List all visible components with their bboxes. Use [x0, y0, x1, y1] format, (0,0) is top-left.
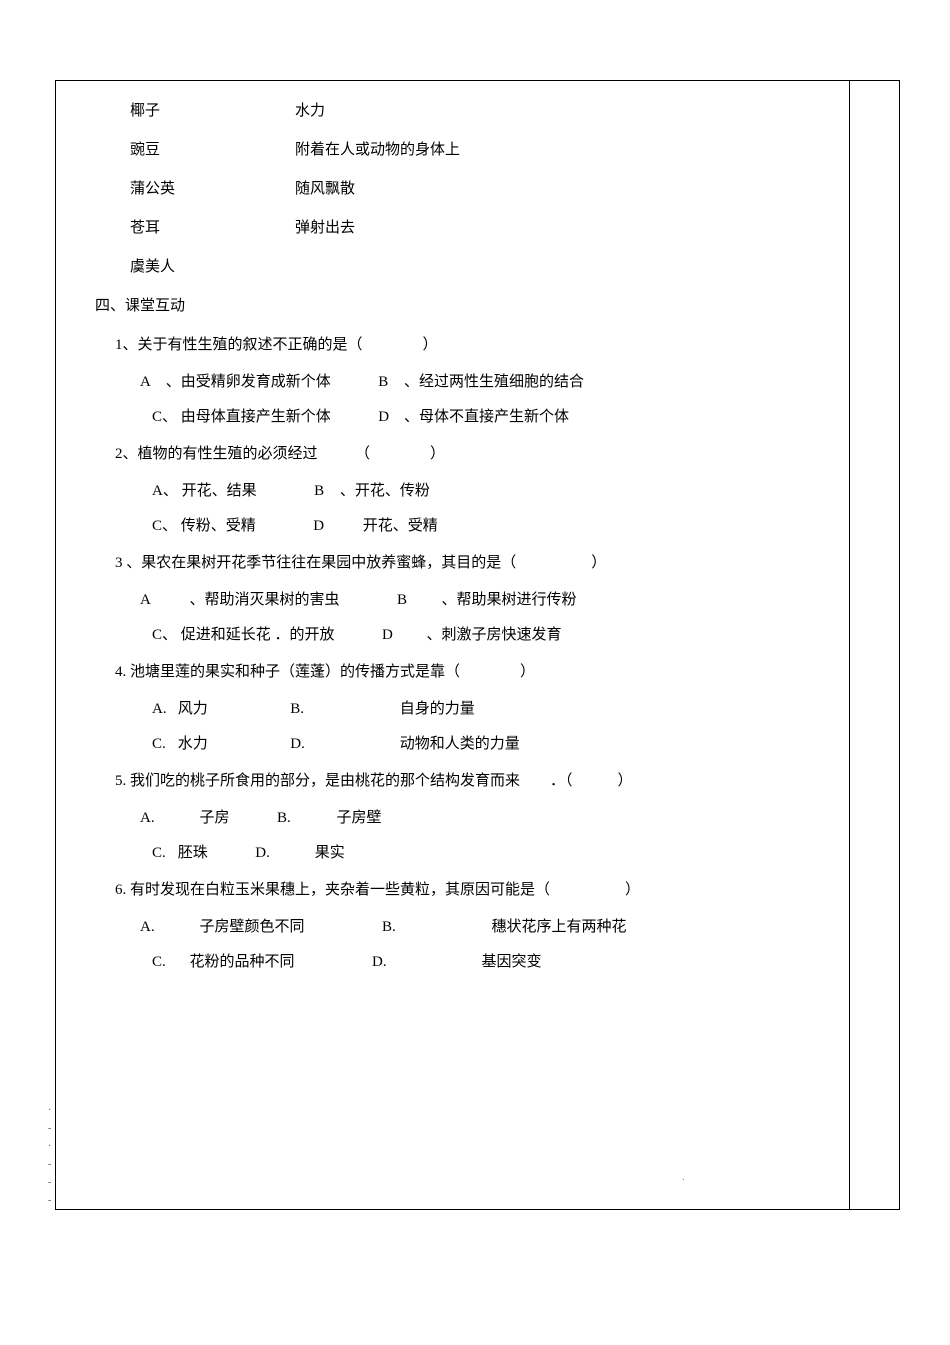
table-cell: 虞美人: [95, 254, 295, 281]
option-text-c: 花粉的品种不同: [190, 954, 295, 970]
table-cell: 椰子: [95, 98, 295, 125]
question-6-stem: 6. 有时发现在白粒玉米果穗上，夹杂着一些黄粒，其原因可能是（ ）: [95, 877, 810, 904]
option-text-b: 自身的力量: [400, 701, 475, 717]
table-cell: 水力: [295, 98, 810, 125]
option-label-a: A: [140, 369, 162, 396]
option-label-d: D: [382, 622, 404, 649]
option-text-c: 胚珠: [178, 845, 208, 861]
margin-tick-marks: · - · - - -: [48, 1102, 51, 1210]
question-5-options: A. 子房 B. 子房壁 C. 胚珠 D. 果实: [95, 805, 810, 867]
option-label-b: B: [378, 369, 400, 396]
option-label-b: B.: [382, 914, 404, 941]
question-1-stem: 1、关于有性生殖的叙述不正确的是（ ）: [95, 332, 810, 359]
option-text-b: 、帮助果树进行传粉: [442, 592, 577, 608]
option-text-c: 促进和延长花 ．的开放: [181, 627, 335, 643]
question-2-stem: 2、植物的有性生殖的必须经过 （ ）: [95, 441, 810, 468]
option-text-b: 、开花、传粉: [340, 483, 430, 499]
option-label-a: A、: [152, 478, 178, 505]
option-label-b: B.: [277, 805, 299, 832]
option-label-d: D: [378, 404, 400, 431]
inner-vertical-rule: [849, 80, 850, 1210]
option-text-a: 风力: [178, 701, 208, 717]
option-text-c: 传粉、受精: [181, 518, 256, 534]
option-label-b: B.: [290, 696, 312, 723]
option-text-d: 、刺激子房快速发育: [427, 627, 562, 643]
option-text-c: 水力: [178, 736, 208, 752]
table-row: 苍耳 弹射出去: [95, 215, 810, 242]
table-row: 豌豆 附着在人或动物的身体上: [95, 137, 810, 164]
option-line: A. 风力 B. 自身的力量: [140, 696, 810, 723]
table-row: 椰子 水力: [95, 98, 810, 125]
table-cell: 蒲公英: [95, 176, 295, 203]
option-text-b: 子房壁: [337, 810, 382, 826]
option-text-a: 子房: [200, 810, 230, 826]
option-line: C、 促进和延长花 ．的开放 D 、刺激子房快速发育: [140, 622, 810, 649]
option-label-d: D.: [255, 840, 277, 867]
option-text-d: 果实: [315, 845, 345, 861]
option-text-d: 基因突变: [482, 954, 542, 970]
option-line: A. 子房壁颜色不同 B. 穗状花序上有两种花: [140, 914, 810, 941]
option-line: A. 子房 B. 子房壁: [140, 805, 810, 832]
option-line: C、 由母体直接产生新个体 D 、母体不直接产生新个体: [140, 404, 810, 431]
option-label-c: C.: [152, 949, 174, 976]
option-label-b: B: [314, 478, 336, 505]
table-cell: 苍耳: [95, 215, 295, 242]
option-label-c: C、: [152, 404, 177, 431]
table-cell: 附着在人或动物的身体上: [295, 137, 810, 164]
question-3-options: A 、帮助消灭果树的害虫 B 、帮助果树进行传粉 C、 促进和延长花 ．的开放 …: [95, 587, 810, 649]
option-label-c: C、: [152, 622, 177, 649]
document-content: 椰子 水力 豌豆 附着在人或动物的身体上 蒲公英 随风飘散 苍耳 弹射出去 虞美…: [75, 90, 830, 1195]
option-label-c: C.: [152, 840, 174, 867]
option-label-a: A: [140, 587, 162, 614]
option-label-c: C.: [152, 731, 174, 758]
option-label-d: D.: [290, 731, 312, 758]
question-3-stem: 3 、果农在果树开花季节往往在果园中放养蜜蜂，其目的是（ ）: [95, 550, 810, 577]
option-text-a: 子房壁颜色不同: [200, 919, 305, 935]
option-text-b: 穗状花序上有两种花: [492, 919, 627, 935]
table-row: 蒲公英 随风飘散: [95, 176, 810, 203]
option-label-c: C、: [152, 513, 177, 540]
option-text-b: 、经过两性生殖细胞的结合: [404, 374, 584, 390]
option-text-c: 由母体直接产生新个体: [181, 409, 331, 425]
option-text-d: 动物和人类的力量: [400, 736, 520, 752]
option-line: C. 胚珠 D. 果实: [140, 840, 810, 867]
option-line: A、 开花、结果 B 、开花、传粉: [140, 478, 810, 505]
option-text-a: 开花、结果: [182, 483, 257, 499]
option-text-a: 、由受精卵发育成新个体: [166, 374, 331, 390]
option-text-a: 、帮助消灭果树的害虫: [190, 592, 340, 608]
stray-dot: ·: [682, 1172, 685, 1190]
question-6-options: A. 子房壁颜色不同 B. 穗状花序上有两种花 C. 花粉的品种不同 D. 基因…: [95, 914, 810, 976]
option-label-d: D: [313, 513, 335, 540]
option-line: A 、帮助消灭果树的害虫 B 、帮助果树进行传粉: [140, 587, 810, 614]
question-4-options: A. 风力 B. 自身的力量 C. 水力 D. 动物和人类的力量: [95, 696, 810, 758]
table-cell: 随风飘散: [295, 176, 810, 203]
option-label-a: A.: [140, 805, 162, 832]
option-label-b: B: [397, 587, 419, 614]
question-4-stem: 4. 池塘里莲的果实和种子（莲蓬）的传播方式是靠（ ）: [95, 659, 810, 686]
table-cell: 豌豆: [95, 137, 295, 164]
table-cell: 弹射出去: [295, 215, 810, 242]
question-1-options: A 、由受精卵发育成新个体 B 、经过两性生殖细胞的结合 C、 由母体直接产生新…: [95, 369, 810, 431]
option-text-d: 开花、受精: [363, 518, 438, 534]
option-line: C. 花粉的品种不同 D. 基因突变: [140, 949, 810, 976]
table-row: 虞美人: [95, 254, 810, 281]
option-label-a: A.: [140, 914, 162, 941]
option-label-d: D.: [372, 949, 394, 976]
question-2-options: A、 开花、结果 B 、开花、传粉 C、 传粉、受精 D 开花、受精: [95, 478, 810, 540]
table-cell: [295, 254, 810, 281]
section-heading: 四、课堂互动: [95, 293, 810, 320]
option-line: C. 水力 D. 动物和人类的力量: [140, 731, 810, 758]
option-text-d: 、母体不直接产生新个体: [404, 409, 569, 425]
option-label-a: A.: [152, 696, 174, 723]
question-5-stem: 5. 我们吃的桃子所食用的部分，是由桃花的那个结构发育而来 ．（ ）: [95, 768, 810, 795]
option-line: C、 传粉、受精 D 开花、受精: [140, 513, 810, 540]
option-line: A 、由受精卵发育成新个体 B 、经过两性生殖细胞的结合: [140, 369, 810, 396]
